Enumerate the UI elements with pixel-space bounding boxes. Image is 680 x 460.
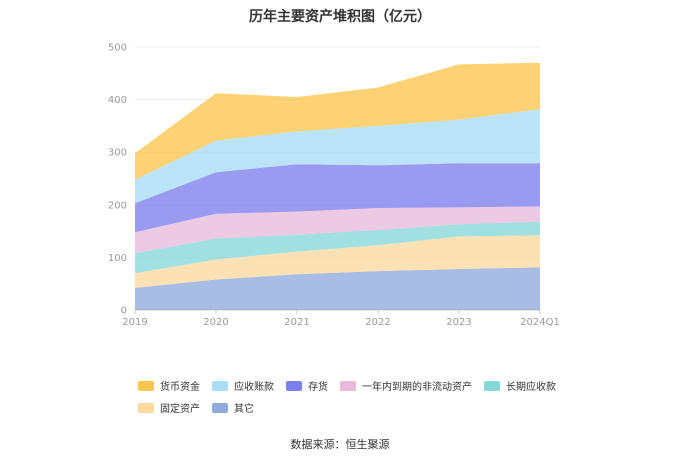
x-tick-label: 2023 <box>446 317 471 328</box>
area-series <box>135 206 540 254</box>
chart-legend: 货币资金 应收账款 存货 一年内到期的非流动资产 长期应收款固定资产 其它 <box>138 378 568 422</box>
legend-label: 其它 <box>234 404 254 415</box>
area-series <box>135 109 540 204</box>
x-tick-label: 2024Q1 <box>520 317 560 328</box>
legend-swatch <box>340 380 356 391</box>
x-tick-label: 2022 <box>365 317 390 328</box>
stacked-area-chart: 0 100 200 300 400 500 2019 2020 2021 2022 2023 2024… <box>108 43 560 329</box>
legend-item[interactable]: 固定资产 <box>138 400 200 415</box>
y-tick-label: 500 <box>108 43 127 54</box>
y-tick-label: 400 <box>108 95 127 106</box>
legend-swatch <box>138 380 154 391</box>
legend-item[interactable]: 存货 <box>286 378 328 393</box>
chart-title: 历年主要资产堆积图（亿元） <box>249 9 431 25</box>
legend-item[interactable]: 货币资金 <box>138 378 200 393</box>
area-series <box>135 267 540 310</box>
legend-item[interactable]: 其它 <box>212 400 254 415</box>
legend-label: 长期应收款 <box>506 382 556 393</box>
area-series <box>135 235 540 288</box>
y-tick-label: 0 <box>121 306 127 317</box>
y-tick-label: 200 <box>108 200 127 211</box>
legend-swatch <box>484 380 500 391</box>
legend-item[interactable]: 长期应收款 <box>484 378 556 393</box>
legend-item[interactable]: 一年内到期的非流动资产 <box>340 378 472 393</box>
y-tick-label: 100 <box>108 253 127 264</box>
area-series <box>135 221 540 274</box>
legend-swatch <box>138 402 154 413</box>
legend-swatch <box>212 402 228 413</box>
legend-item[interactable]: 应收账款 <box>212 378 274 393</box>
legend-label: 固定资产 <box>160 404 200 415</box>
data-source-note: 数据来源：恒生聚源 <box>290 438 390 451</box>
legend-label: 一年内到期的非流动资产 <box>362 382 472 393</box>
legend-label: 应收账款 <box>234 382 274 393</box>
legend-label: 货币资金 <box>160 382 200 393</box>
area-series <box>135 163 540 233</box>
legend-swatch <box>212 380 228 391</box>
legend-label: 存货 <box>308 382 328 393</box>
x-tick-label: 2019 <box>122 317 147 328</box>
y-tick-label: 300 <box>108 148 127 159</box>
x-tick-label: 2020 <box>203 317 228 328</box>
x-tick-label: 2021 <box>284 317 309 328</box>
area-series <box>135 62 540 180</box>
legend-swatch <box>286 380 302 391</box>
